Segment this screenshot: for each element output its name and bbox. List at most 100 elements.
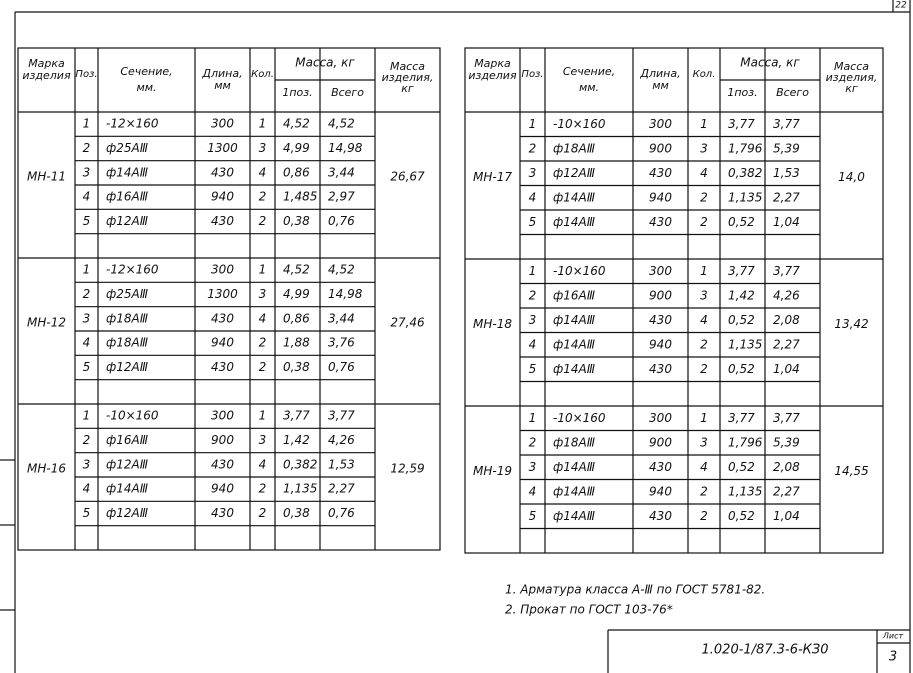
cell-text: 3 (259, 433, 267, 447)
cell-text: -10×160 (553, 264, 606, 278)
cell-text: 14,98 (328, 141, 363, 155)
cell-text: 0,52 (728, 460, 755, 474)
item-mass: 26,67 (390, 170, 425, 184)
cell-text: 2,27 (328, 482, 355, 496)
cell-text: ф14АⅢ (106, 165, 148, 179)
cell-text: 4 (529, 190, 537, 204)
cell-text: 4,26 (773, 288, 800, 302)
cell-text: 430 (211, 457, 234, 471)
header-text: Кол. (693, 69, 716, 80)
cell-text: 300 (211, 263, 234, 277)
cell-text: 430 (649, 509, 672, 523)
cell-text: 4 (700, 166, 708, 180)
cell-text: 4,52 (283, 263, 310, 277)
cell-text: ф25АⅢ (106, 287, 148, 301)
header-text: Всего (776, 86, 809, 99)
cell-text: 430 (649, 215, 672, 229)
header-text: Сечение, (563, 65, 615, 78)
cell-text: 2 (529, 141, 537, 155)
cell-text: 3,77 (773, 117, 800, 131)
item-mark: МН-19 (473, 464, 512, 478)
cell-text: 3,77 (773, 411, 800, 425)
cell-text: 2 (700, 509, 708, 523)
cell-text: 940 (211, 190, 234, 204)
table-border (17, 47, 441, 551)
cell-text: 0,52 (728, 313, 755, 327)
cell-text: 1,04 (773, 215, 800, 229)
cell-text: 1,485 (283, 190, 317, 204)
cell-text: ф18АⅢ (106, 311, 148, 325)
item-mass: 14,0 (838, 170, 865, 184)
cell-text: 430 (649, 166, 672, 180)
header-text: Длина, (201, 67, 242, 80)
cell-text: 430 (211, 360, 234, 374)
cell-text: 4,52 (283, 117, 310, 131)
cell-text: 430 (649, 460, 672, 474)
cell-text: 3,77 (728, 264, 755, 278)
cell-text: 5 (529, 509, 537, 523)
cell-text: ф12АⅢ (106, 214, 148, 228)
cell-text: 300 (649, 411, 672, 425)
cell-text: 3 (83, 311, 91, 325)
cell-text: 2 (700, 337, 708, 351)
cell-text: 1,796 (728, 435, 763, 449)
item-mark: МН-11 (27, 170, 66, 184)
cell-text: 900 (649, 435, 672, 449)
cell-text: 2 (259, 506, 267, 520)
cell-text: 1300 (207, 287, 238, 301)
cell-text: 1,135 (728, 337, 762, 351)
corner-number: 22 (895, 1, 907, 11)
header-text: Масса (834, 60, 869, 73)
cell-text: 4 (259, 165, 267, 179)
cell-text: 3,77 (773, 264, 800, 278)
cell-text: 940 (649, 484, 672, 498)
cell-text: 2 (259, 482, 267, 496)
cell-text: 940 (649, 190, 672, 204)
note: 1. Арматура класса А-Ⅲ по ГОСТ 5781-82. (505, 583, 765, 597)
cell-text: 4 (700, 460, 708, 474)
header-text: мм. (579, 81, 599, 94)
header-text: Марка (28, 57, 65, 70)
cell-text: -10×160 (553, 117, 606, 131)
header-text: кг (401, 82, 414, 95)
cell-text: ф14АⅢ (553, 190, 595, 204)
cell-text: ф25АⅢ (106, 141, 148, 155)
cell-text: ф16АⅢ (106, 433, 148, 447)
cell-text: 4 (83, 190, 91, 204)
cell-text: 2,27 (773, 337, 800, 351)
header-text: Поз. (521, 69, 543, 80)
header-text: изделия, (826, 71, 878, 84)
cell-text: 2 (700, 190, 708, 204)
cell-text: 0,76 (328, 360, 355, 374)
cell-text: 1 (259, 117, 267, 131)
cell-text: 430 (211, 214, 234, 228)
cell-text: 2 (83, 141, 91, 155)
cell-text: 900 (649, 141, 672, 155)
cell-text: 4 (83, 482, 91, 496)
cell-text: 430 (211, 506, 234, 520)
cell-text: -12×160 (106, 117, 159, 131)
cell-text: 1,04 (773, 362, 800, 376)
cell-text: 5 (83, 360, 91, 374)
cell-text: ф12АⅢ (106, 360, 148, 374)
cell-text: 1,135 (728, 484, 762, 498)
cell-text: 3 (529, 313, 537, 327)
cell-text: 1,135 (283, 482, 317, 496)
cell-text: 1 (259, 409, 267, 423)
cell-text: 2 (259, 190, 267, 204)
table-border (464, 47, 884, 554)
cell-text: 5 (83, 506, 91, 520)
cell-text: 0,52 (728, 362, 755, 376)
item-mark: МН-17 (473, 170, 512, 184)
cell-text: 2,27 (773, 190, 800, 204)
cell-text: 3,76 (328, 336, 355, 350)
header-text: мм (652, 79, 669, 92)
cell-text: 300 (211, 409, 234, 423)
cell-text: 1,42 (283, 433, 310, 447)
cell-text: 4,99 (283, 141, 310, 155)
cell-text: 4,99 (283, 287, 310, 301)
cell-text: 3,77 (728, 411, 755, 425)
sheet-label: Лист (882, 632, 904, 641)
cell-text: -12×160 (106, 263, 159, 277)
cell-text: 1 (529, 117, 537, 131)
